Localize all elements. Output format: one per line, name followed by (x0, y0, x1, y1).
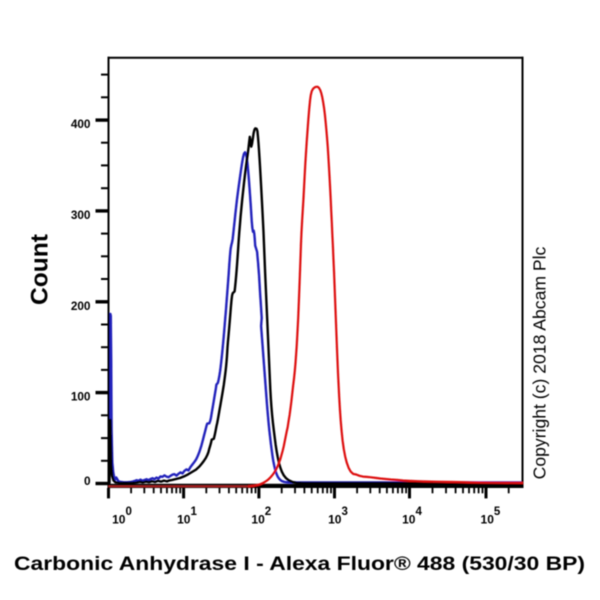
svg-text:Count: Count (26, 234, 53, 305)
svg-text:300: 300 (71, 208, 91, 222)
svg-text:400: 400 (71, 117, 91, 131)
svg-text:Copyright (c) 2018 Abcam Plc: Copyright (c) 2018 Abcam Plc (529, 246, 549, 479)
svg-text:200: 200 (71, 299, 91, 313)
svg-text:100: 100 (71, 390, 91, 404)
svg-text:0: 0 (84, 474, 91, 488)
svg-text:Carbonic Anhydrase I - Alexa F: Carbonic Anhydrase I - Alexa Fluor® 488 … (14, 554, 585, 575)
